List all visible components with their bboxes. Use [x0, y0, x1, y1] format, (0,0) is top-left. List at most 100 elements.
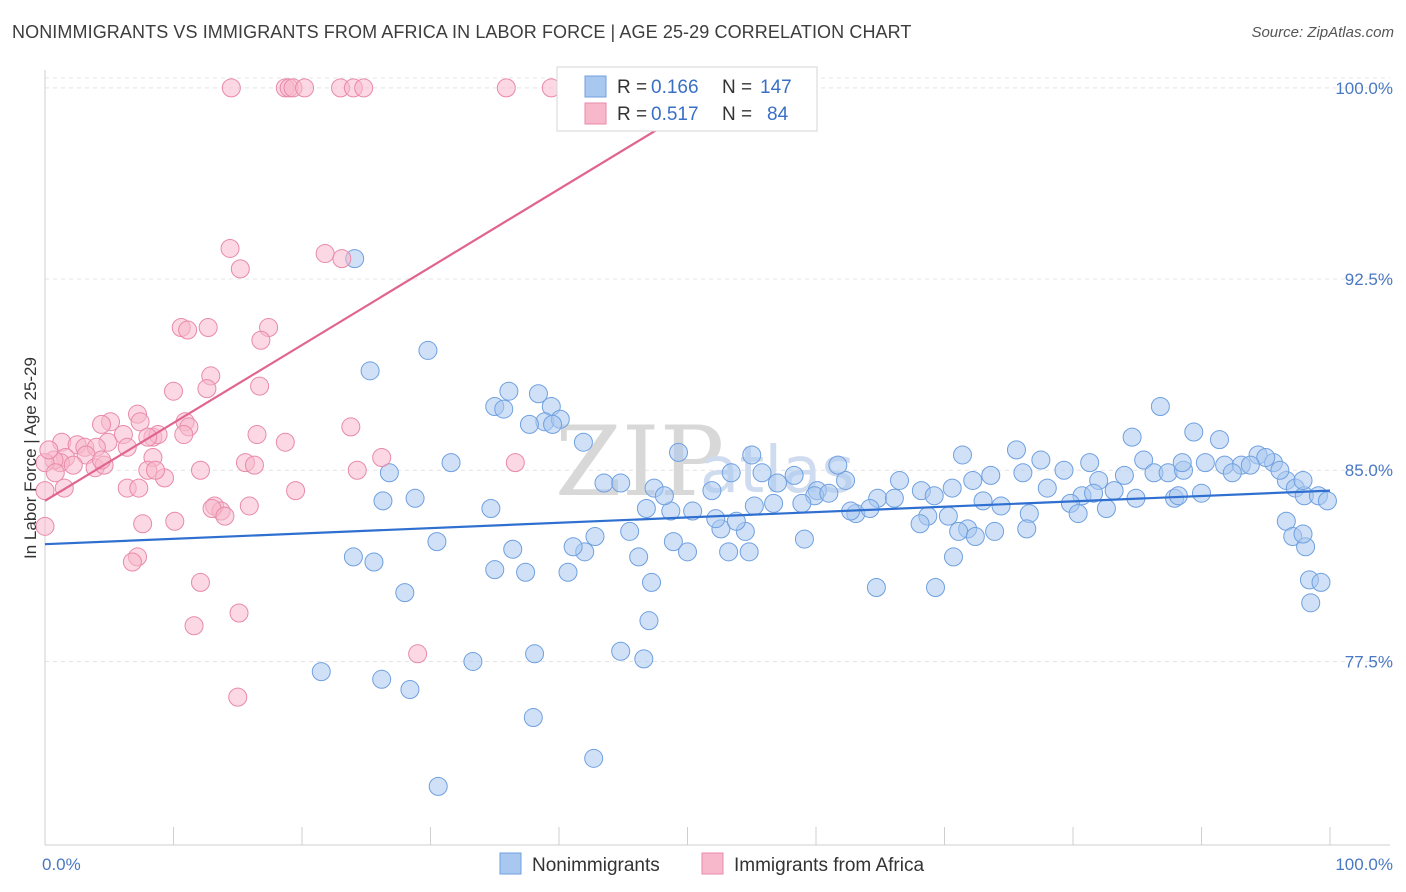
- nonimmigrants-point-53: [828, 455, 848, 475]
- nonimmigrants-point-17: [373, 491, 393, 511]
- chart-title: NONIMMIGRANTS VS IMMIGRANTS FROM AFRICA …: [12, 22, 912, 42]
- immigrants-point-66: [239, 496, 259, 516]
- immigrants-point-42: [117, 437, 137, 457]
- immigrants-point-81: [39, 440, 59, 460]
- immigrants-point-59: [372, 448, 392, 467]
- nonimmigrants-point-37: [1134, 450, 1154, 470]
- nonimmigrants-point-30: [952, 445, 972, 465]
- immigrants-point-75: [229, 603, 249, 623]
- nonimmigrants-point-62: [1256, 448, 1276, 467]
- grid-lines: [45, 77, 1390, 662]
- y-tick-label-0: 77.5%: [1345, 652, 1393, 671]
- nonimmigrants-point-146: [523, 708, 543, 728]
- immigrants-point-73: [122, 552, 142, 572]
- nonimmigrants-point-81: [938, 506, 958, 526]
- nonimmigrants-point-67: [1240, 455, 1260, 475]
- nonimmigrants-point-33: [1054, 460, 1074, 480]
- correlation-legend: R = 0.166 N = 147 R = 0.517 N = 84: [556, 66, 818, 132]
- source-label: Source: ZipAtlas.com: [1251, 24, 1394, 41]
- nonimmigrants-point-14: [379, 463, 399, 483]
- immigrants-point-76: [184, 616, 204, 636]
- immigrants-point-25: [92, 414, 112, 434]
- immigrants-point-78: [228, 687, 248, 707]
- immigrants-point-68: [133, 514, 153, 534]
- nonimmigrants-point-54: [924, 486, 944, 506]
- nonimmigrants-point-98: [792, 493, 812, 513]
- nonimmigrants-point-2: [360, 361, 380, 381]
- nonimmigrants-point-20: [669, 442, 689, 462]
- immigrants-point-83: [215, 506, 235, 526]
- nonimmigrants-point-63: [1293, 470, 1313, 490]
- nonimmigrants-point-91: [1192, 483, 1211, 503]
- nonimmigrants-point-129: [516, 562, 536, 582]
- nonimmigrants-point-119: [678, 542, 697, 562]
- nonimmigrants-point-21: [721, 463, 741, 483]
- nonimmigrants-point-127: [563, 537, 583, 557]
- nonimmigrants-point-135: [926, 578, 946, 598]
- nonimmigrants-point-123: [629, 547, 649, 567]
- immigrants-point-57: [244, 455, 264, 475]
- immigrants-point-71: [35, 516, 55, 536]
- nonimmigrants-point-101: [949, 521, 969, 541]
- legend-r-label-2: R =: [617, 104, 647, 125]
- nonimmigrants-point-114: [1301, 593, 1321, 613]
- immigrants-point-7: [354, 78, 374, 98]
- nonimmigrants-point-79: [884, 488, 904, 508]
- nonimmigrants-point-136: [395, 583, 415, 603]
- nonimmigrants-point-148: [428, 776, 448, 796]
- nonimmigrants-point-118: [663, 532, 683, 552]
- immigrants-point-8: [496, 78, 516, 98]
- nonimmigrants-point-121: [739, 542, 759, 562]
- immigrants-point-67: [165, 511, 185, 531]
- nonimmigrants-point-100: [910, 514, 930, 534]
- nonimmigrants-point-111: [1293, 524, 1313, 544]
- nonimmigrants-point-96: [726, 511, 746, 531]
- nonimmigrants-point-1: [418, 340, 438, 360]
- legend-r-label-1: R =: [617, 77, 647, 98]
- immigrants-point-55: [190, 460, 210, 480]
- x-tick-label-0: 0.0%: [42, 855, 81, 874]
- y-tick-labels: 77.5% 85.0% 92.5% 100.0%: [1335, 79, 1393, 672]
- legend-label-nonimmigrants: Nonimmigrants: [532, 855, 660, 876]
- x-tick-labels: 0.0% 100.0%: [42, 855, 1393, 874]
- nonimmigrants-point-116: [585, 527, 605, 547]
- nonimmigrants-point-147: [584, 748, 604, 768]
- immigrants-point-4: [295, 78, 315, 98]
- immigrants-point-13: [230, 259, 250, 279]
- nonimmigrants-point-50: [1317, 491, 1337, 511]
- series-legend: Nonimmigrants Immigrants from Africa: [499, 852, 924, 876]
- nonimmigrants-point-58: [1080, 453, 1100, 473]
- nonimmigrants-point-140: [634, 649, 654, 669]
- nonimmigrants-point-88: [1084, 483, 1104, 503]
- nonimmigrants-point-66: [1209, 430, 1229, 450]
- nonimmigrants-point-134: [866, 578, 886, 598]
- nonimmigrants-point-61: [1222, 463, 1242, 483]
- nonimmigrants-point-51: [742, 445, 762, 465]
- nonimmigrants-point-145: [400, 679, 420, 699]
- legend-n-value-2: 84: [767, 104, 789, 125]
- watermark-zip: ZIP: [555, 406, 724, 518]
- nonimmigrants-point-13: [441, 453, 461, 473]
- immigrants-point-35: [174, 425, 194, 445]
- nonimmigrants-point-52: [784, 465, 804, 485]
- legend-r-value-2: 0.517: [651, 104, 699, 125]
- nonimmigrants-point-133: [965, 527, 985, 547]
- immigrants-point-69: [286, 481, 306, 501]
- nonimmigrants-point-105: [1096, 498, 1116, 518]
- immigrants-point-15: [178, 320, 198, 340]
- nonimmigrants-point-19: [611, 473, 631, 493]
- nonimmigrants-point-113: [1311, 572, 1331, 592]
- nonimmigrants-point-143: [311, 662, 331, 682]
- nonimmigrants-point-64: [1122, 427, 1142, 447]
- immigrants-point-22: [164, 381, 183, 401]
- nonimmigrants-point-23: [767, 473, 787, 493]
- nonimmigrants-point-60: [1172, 453, 1192, 473]
- immigrants-point-74: [190, 572, 210, 592]
- immigrants-point-26: [130, 412, 150, 432]
- nonimmigrants-point-103: [1017, 519, 1037, 539]
- immigrants-point-12: [332, 249, 352, 269]
- nonimmigrants-point-86: [1037, 478, 1057, 498]
- nonimmigrants-point-55: [963, 470, 983, 490]
- trend-lines: [44, 86, 1331, 546]
- immigrants-point-21: [197, 379, 217, 399]
